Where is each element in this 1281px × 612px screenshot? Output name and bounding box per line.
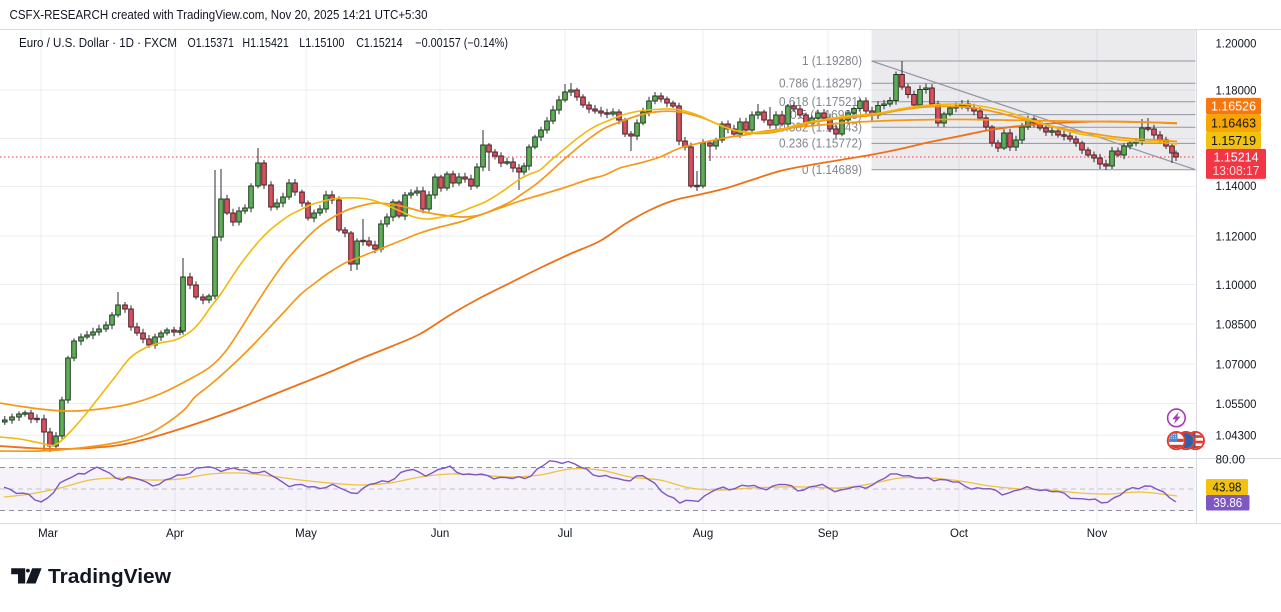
svg-text:Jul: Jul bbox=[558, 528, 573, 540]
svg-text:1.08500: 1.08500 bbox=[1216, 317, 1257, 331]
svg-text:Mar: Mar bbox=[38, 528, 58, 540]
svg-text:1.20000: 1.20000 bbox=[1216, 36, 1257, 50]
svg-text:CSFX-RESEARCH created with Tra: CSFX-RESEARCH created with TradingView.c… bbox=[10, 8, 428, 22]
svg-text:H1.15421: H1.15421 bbox=[242, 36, 288, 50]
svg-text:1.04300: 1.04300 bbox=[1216, 429, 1257, 443]
svg-text:Nov: Nov bbox=[1087, 528, 1108, 540]
svg-text:Aug: Aug bbox=[693, 528, 713, 540]
svg-text:0 (1.14689): 0 (1.14689) bbox=[802, 163, 862, 177]
svg-text:80.00: 80.00 bbox=[1216, 452, 1246, 466]
svg-text:1.07000: 1.07000 bbox=[1216, 357, 1257, 371]
svg-text:1.16526: 1.16526 bbox=[1211, 99, 1256, 113]
svg-text:Apr: Apr bbox=[166, 528, 184, 540]
svg-text:43.98: 43.98 bbox=[1213, 480, 1242, 494]
svg-text:−0.00157 (−0.14%): −0.00157 (−0.14%) bbox=[415, 36, 508, 50]
svg-text:1.16463: 1.16463 bbox=[1211, 117, 1256, 131]
svg-text:0.236 (1.15772): 0.236 (1.15772) bbox=[779, 137, 862, 151]
svg-text:1.15214: 1.15214 bbox=[1214, 150, 1259, 164]
svg-text:1.10000: 1.10000 bbox=[1216, 278, 1257, 292]
svg-text:O1.15371: O1.15371 bbox=[188, 36, 234, 50]
svg-text:13:08:17: 13:08:17 bbox=[1213, 164, 1260, 178]
svg-text:1 (1.19280): 1 (1.19280) bbox=[802, 54, 862, 68]
svg-text:May: May bbox=[295, 528, 317, 540]
svg-text:Oct: Oct bbox=[950, 528, 969, 540]
svg-text:1.18000: 1.18000 bbox=[1216, 83, 1257, 97]
svg-text:1.15719: 1.15719 bbox=[1211, 134, 1256, 148]
svg-text:0.618 (1.17521): 0.618 (1.17521) bbox=[779, 95, 862, 109]
svg-text:39.86: 39.86 bbox=[1213, 496, 1242, 510]
svg-text:TradingView: TradingView bbox=[48, 565, 171, 588]
svg-text:1.12000: 1.12000 bbox=[1216, 229, 1257, 243]
svg-text:1.05500: 1.05500 bbox=[1216, 397, 1257, 411]
svg-text:0.786 (1.18297): 0.786 (1.18297) bbox=[779, 76, 862, 90]
svg-text:C1.15214: C1.15214 bbox=[356, 36, 402, 50]
svg-text:1.14000: 1.14000 bbox=[1216, 179, 1257, 193]
svg-text:Sep: Sep bbox=[818, 528, 838, 540]
svg-text:Jun: Jun bbox=[431, 528, 450, 540]
svg-text:L1.15100: L1.15100 bbox=[299, 36, 344, 50]
svg-text:Euro / U.S. Dollar · 1D · FXCM: Euro / U.S. Dollar · 1D · FXCM bbox=[19, 36, 177, 50]
